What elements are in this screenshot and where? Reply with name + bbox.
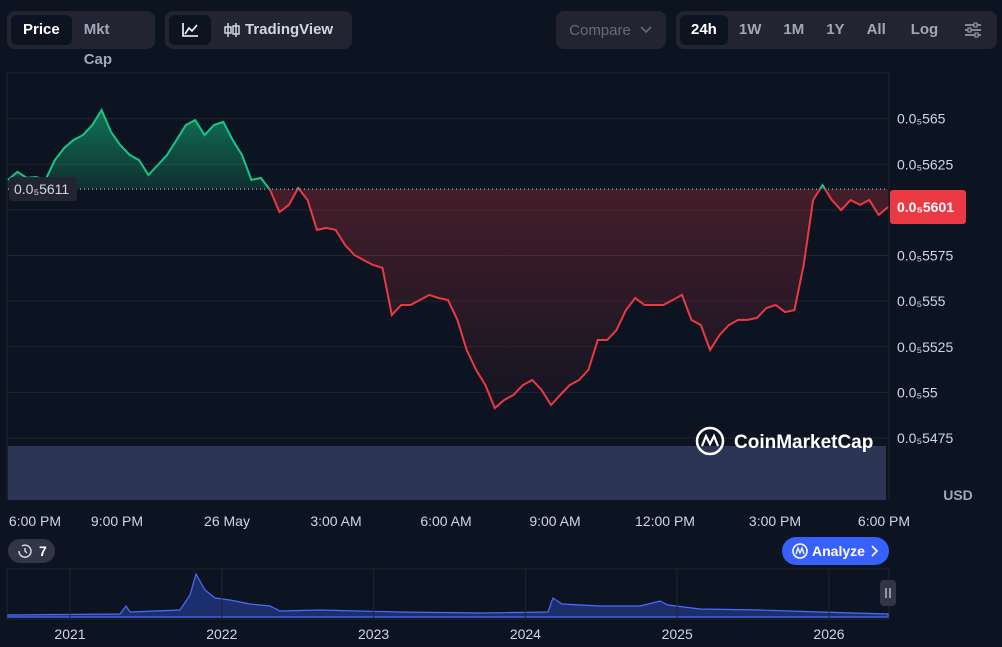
x-tick-label: 9:00 AM: [529, 513, 580, 529]
year-label: 2023: [358, 626, 389, 642]
x-tick-label: 26 May: [204, 513, 250, 529]
year-label: 2021: [54, 626, 85, 642]
range-group: 24h 1W 1M 1Y All Log: [676, 11, 997, 49]
range-button[interactable]: 1Y: [826, 21, 845, 38]
range-button[interactable]: 1W: [738, 21, 762, 38]
compare-dropdown[interactable]: Compare: [556, 11, 666, 49]
price-tag: [890, 189, 966, 224]
x-tick-label: 6:00 PM: [9, 513, 61, 529]
y-tick-label: 0.0₅55: [897, 384, 938, 400]
price-area: [8, 110, 888, 409]
range-button[interactable]: 1M: [783, 21, 805, 38]
settings-button[interactable]: [952, 15, 994, 45]
y-tick-label: 0.0₅5625: [897, 156, 953, 172]
line-view-button[interactable]: [169, 15, 211, 45]
year-label: 2024: [510, 626, 541, 642]
y-tick-label: 0.0₅565: [897, 111, 946, 127]
price-button[interactable]: Price: [11, 15, 72, 45]
volume-area: [8, 446, 886, 500]
y-tick-label: 0.0₅5475: [897, 430, 953, 446]
price-tag-label: 0.0₅5601: [897, 199, 954, 215]
x-tick-label: 6:00 PM: [858, 513, 910, 529]
price-line: [7, 107, 889, 410]
y-tick-label: 0.0₅555: [897, 293, 946, 309]
mode-group: Price Mkt Cap: [7, 11, 155, 68]
baseline-tag: [9, 177, 77, 202]
navigator: [6, 568, 890, 620]
compare-label: Compare: [569, 21, 631, 39]
view-group: TradingView: [165, 11, 352, 49]
analyze-button[interactable]: [782, 537, 889, 565]
navigator-handle[interactable]: [880, 580, 896, 606]
analyze-label: Analyze: [812, 543, 865, 559]
x-tick-label: 9:00 PM: [91, 513, 143, 529]
year-label: 2026: [813, 626, 844, 642]
watermark: CoinMarketCap: [695, 426, 873, 456]
y-tick-label: 0.0₅5525: [897, 339, 953, 355]
baseline-label: 0.0₅5611: [14, 181, 69, 197]
x-tick-label: 3:00 AM: [310, 513, 361, 529]
navigator-history: [7, 572, 889, 618]
tradingview-label: TradingView: [245, 21, 334, 38]
x-tick-label: 6:00 AM: [420, 513, 471, 529]
x-tick-label: 12:00 PM: [635, 513, 695, 529]
y-tick-label: 0.0₅5575: [897, 248, 953, 264]
range-button[interactable]: All: [866, 21, 886, 38]
year-label: 2025: [662, 626, 693, 642]
mktcap-button[interactable]: Mkt Cap: [83, 21, 113, 68]
watermark-text: CoinMarketCap: [734, 432, 873, 453]
history-count: 7: [39, 543, 47, 559]
x-tick-label: 3:00 PM: [749, 513, 801, 529]
currency-label: USD: [943, 487, 973, 503]
year-label: 2022: [206, 626, 237, 642]
tradingview-button[interactable]: TradingView: [211, 15, 345, 45]
log-button[interactable]: Log: [910, 21, 939, 38]
range-button[interactable]: 24h: [680, 15, 728, 45]
